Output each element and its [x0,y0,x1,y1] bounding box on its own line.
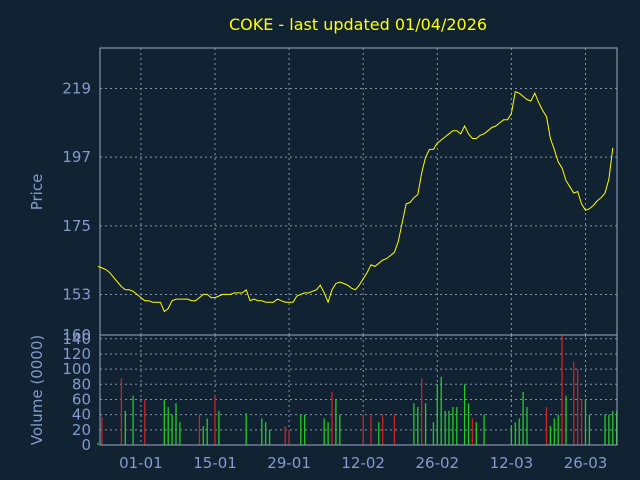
x-tick-label: 15-01 [193,454,237,472]
x-tick-label: 26-02 [416,454,460,472]
volume-tick-label: 120 [62,345,91,363]
volume-tick-label: 140 [62,330,91,348]
price-tick-label: 175 [62,217,91,235]
price-tick-label: 197 [62,148,91,166]
volume-tick-label: 20 [72,421,91,439]
chart-title: COKE - last updated 01/04/2026 [229,15,487,34]
volume-tick-label: 40 [72,406,91,424]
price-gridlines [100,48,617,335]
x-tick-label: 29-01 [267,454,311,472]
price-tick-label: 153 [62,285,91,303]
price-tick-labels: 219 197 175 153 [62,80,91,304]
x-tick-label: 12-03 [490,454,534,472]
price-tick-label: 219 [62,80,91,98]
volume-bars [97,335,618,445]
volume-corner-label: 160 [62,326,91,344]
price-axis-label: Price [28,174,46,211]
price-series-line [97,91,614,313]
volume-tick-label: 0 [81,436,91,454]
x-tick-label: 26-03 [564,454,608,472]
volume-axis-label: Volume (0000) [28,335,46,445]
x-axis-tick-labels: 01-01 15-01 29-01 12-02 26-02 12-03 26-03 [119,454,607,472]
x-tick-label: 12-02 [341,454,385,472]
volume-tick-label: 100 [62,360,91,378]
volume-tick-label: 60 [72,390,91,408]
volume-panel-frame [99,334,618,446]
price-panel: 219 197 175 153 Price [28,47,618,336]
volume-tick-label: 80 [72,375,91,393]
x-tick-label: 01-01 [119,454,163,472]
